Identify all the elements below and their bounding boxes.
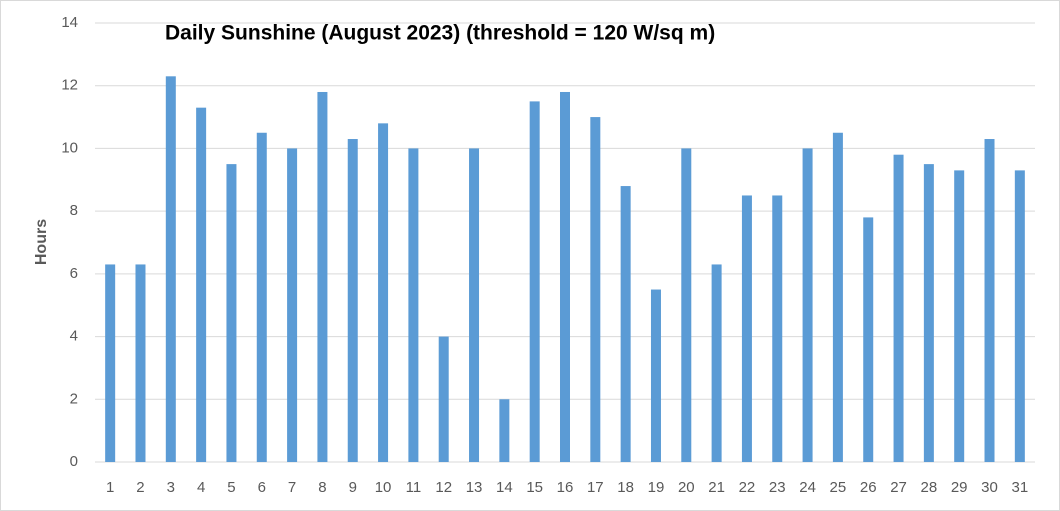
bar [741,195,752,462]
bar [226,164,237,462]
bar [347,139,358,462]
x-tick-label: 25 [830,479,847,496]
bar [620,186,631,463]
bar [984,139,995,462]
bar [529,101,540,463]
x-tick-label: 1 [106,479,114,496]
bar [287,148,298,462]
x-tick-label: 21 [708,479,725,496]
bar [802,148,813,462]
y-tick-label: 14 [61,14,78,31]
x-tick-label: 6 [258,479,266,496]
bar [499,399,510,462]
bar [135,264,146,462]
x-tick-label: 27 [890,479,907,496]
x-tick-label: 18 [617,479,634,496]
y-axis-label: Hours [33,219,50,265]
x-tick-label: 2 [136,479,144,496]
x-tick-label: 8 [318,479,326,496]
chart-title: Daily Sunshine (August 2023) (threshold … [165,22,715,45]
x-tick-label: 14 [496,479,513,496]
x-tick-label: 19 [648,479,665,496]
bar [590,117,601,463]
x-tick-label: 28 [921,479,938,496]
y-tick-label: 2 [70,390,78,407]
x-tick-label: 15 [526,479,543,496]
bar [1014,170,1025,462]
x-tick-label: 30 [981,479,998,496]
bar [954,170,965,462]
x-tick-label: 29 [951,479,968,496]
bar [650,289,661,462]
bar [105,264,116,462]
x-tick-label: 26 [860,479,877,496]
bar [772,195,783,462]
x-tick-label: 22 [739,479,756,496]
x-tick-label: 7 [288,479,296,496]
bar [438,336,449,462]
x-tick-label: 10 [375,479,392,496]
x-tick-label: 4 [197,479,205,496]
bar [317,91,328,462]
bar [923,164,934,462]
y-tick-label: 12 [61,77,78,94]
x-tick-label: 17 [587,479,604,496]
bar [711,264,722,462]
bar [196,107,207,463]
y-tick-label: 10 [61,139,78,156]
x-tick-label: 12 [435,479,452,496]
bar [378,123,389,462]
bar [832,132,843,462]
bar [681,148,692,462]
bar [469,148,480,462]
y-tick-label: 4 [70,328,78,345]
y-tick-label: 8 [70,202,78,219]
x-tick-label: 13 [466,479,483,496]
x-tick-label: 31 [1011,479,1028,496]
x-tick-label: 20 [678,479,695,496]
bar [165,76,176,463]
y-tick-label: 0 [70,453,78,470]
x-tick-label: 5 [227,479,235,496]
x-tick-label: 16 [557,479,574,496]
y-tick-label: 6 [70,265,78,282]
x-tick-label: 3 [167,479,175,496]
bar [893,154,904,462]
x-tick-label: 24 [799,479,816,496]
bar [408,148,419,462]
x-tick-label: 11 [406,479,422,496]
bar [863,217,874,462]
bar [560,91,570,462]
bar [256,132,267,462]
x-tick-label: 9 [349,479,357,496]
x-tick-label: 23 [769,479,786,496]
